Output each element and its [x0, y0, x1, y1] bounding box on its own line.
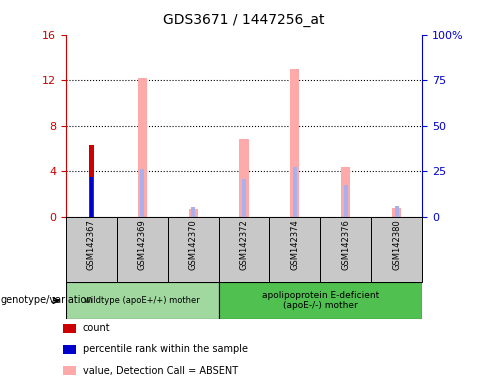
Text: GSM142369: GSM142369	[138, 219, 147, 270]
Bar	[293, 167, 297, 217]
Bar	[392, 208, 401, 217]
Bar	[117, 217, 168, 282]
Bar	[66, 282, 219, 319]
Text: GDS3671 / 1447256_at: GDS3671 / 1447256_at	[163, 13, 325, 27]
Text: apolipoprotein E-deficient
(apoE-/-) mother: apolipoprotein E-deficient (apoE-/-) mot…	[262, 291, 379, 310]
Text: wildtype (apoE+/+) mother: wildtype (apoE+/+) mother	[84, 296, 200, 305]
Bar	[371, 217, 422, 282]
Bar	[66, 217, 117, 282]
Text: GSM142367: GSM142367	[87, 219, 96, 270]
Bar	[63, 324, 76, 333]
Bar	[89, 145, 94, 217]
Text: value, Detection Call = ABSENT: value, Detection Call = ABSENT	[83, 366, 238, 376]
Bar	[344, 185, 348, 217]
Bar	[219, 217, 269, 282]
Text: count: count	[83, 323, 111, 333]
Text: GSM142380: GSM142380	[392, 219, 401, 270]
Bar	[90, 177, 93, 217]
Bar	[138, 78, 147, 217]
Text: GSM142370: GSM142370	[188, 219, 198, 270]
Bar	[269, 217, 320, 282]
Text: GSM142374: GSM142374	[290, 219, 300, 270]
Bar	[63, 345, 76, 354]
Text: GSM142372: GSM142372	[240, 219, 248, 270]
Bar	[341, 167, 350, 217]
Bar	[290, 69, 300, 217]
Bar	[242, 179, 246, 217]
Text: GSM142376: GSM142376	[341, 219, 350, 270]
Bar	[188, 209, 198, 217]
Bar	[240, 139, 248, 217]
Bar	[320, 217, 371, 282]
Bar	[395, 205, 399, 217]
Text: genotype/variation: genotype/variation	[1, 295, 94, 306]
Text: percentile rank within the sample: percentile rank within the sample	[83, 344, 248, 354]
Bar	[168, 217, 219, 282]
Bar	[219, 282, 422, 319]
Bar	[63, 366, 76, 375]
Bar	[191, 207, 195, 217]
Bar	[140, 169, 144, 217]
